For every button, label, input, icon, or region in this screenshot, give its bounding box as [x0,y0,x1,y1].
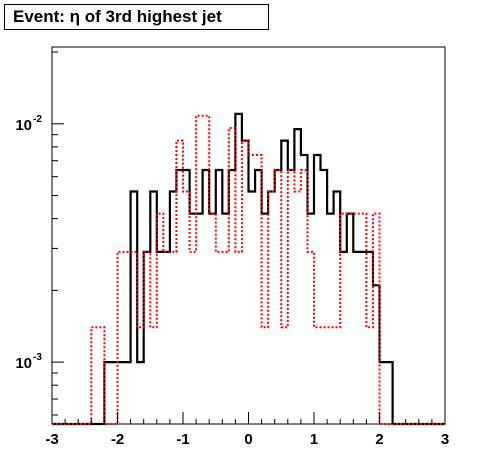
chart-title: Event: η of 3rd highest jet [4,4,269,30]
y-tick-label-exponent: -3 [33,352,42,363]
x-tick-label: 2 [375,431,383,448]
x-tick-label: -2 [111,431,124,448]
series-layer [52,112,445,426]
plot-frame [51,46,446,425]
x-tick-label: -3 [45,431,58,448]
x-tick-label: 0 [244,431,252,448]
axis-layer: -3 -2 -1 0 1 2 310-210-3 [15,51,449,448]
x-tick-label: 1 [310,431,318,448]
histogram-series-1 [52,112,445,426]
x-tick-label: -1 [176,431,189,448]
y-tick-label-exponent: -2 [33,114,42,125]
y-tick-label-base: 10 [15,355,32,372]
y-tick-label-base: 10 [15,117,32,134]
x-tick-label: 3 [441,431,449,448]
